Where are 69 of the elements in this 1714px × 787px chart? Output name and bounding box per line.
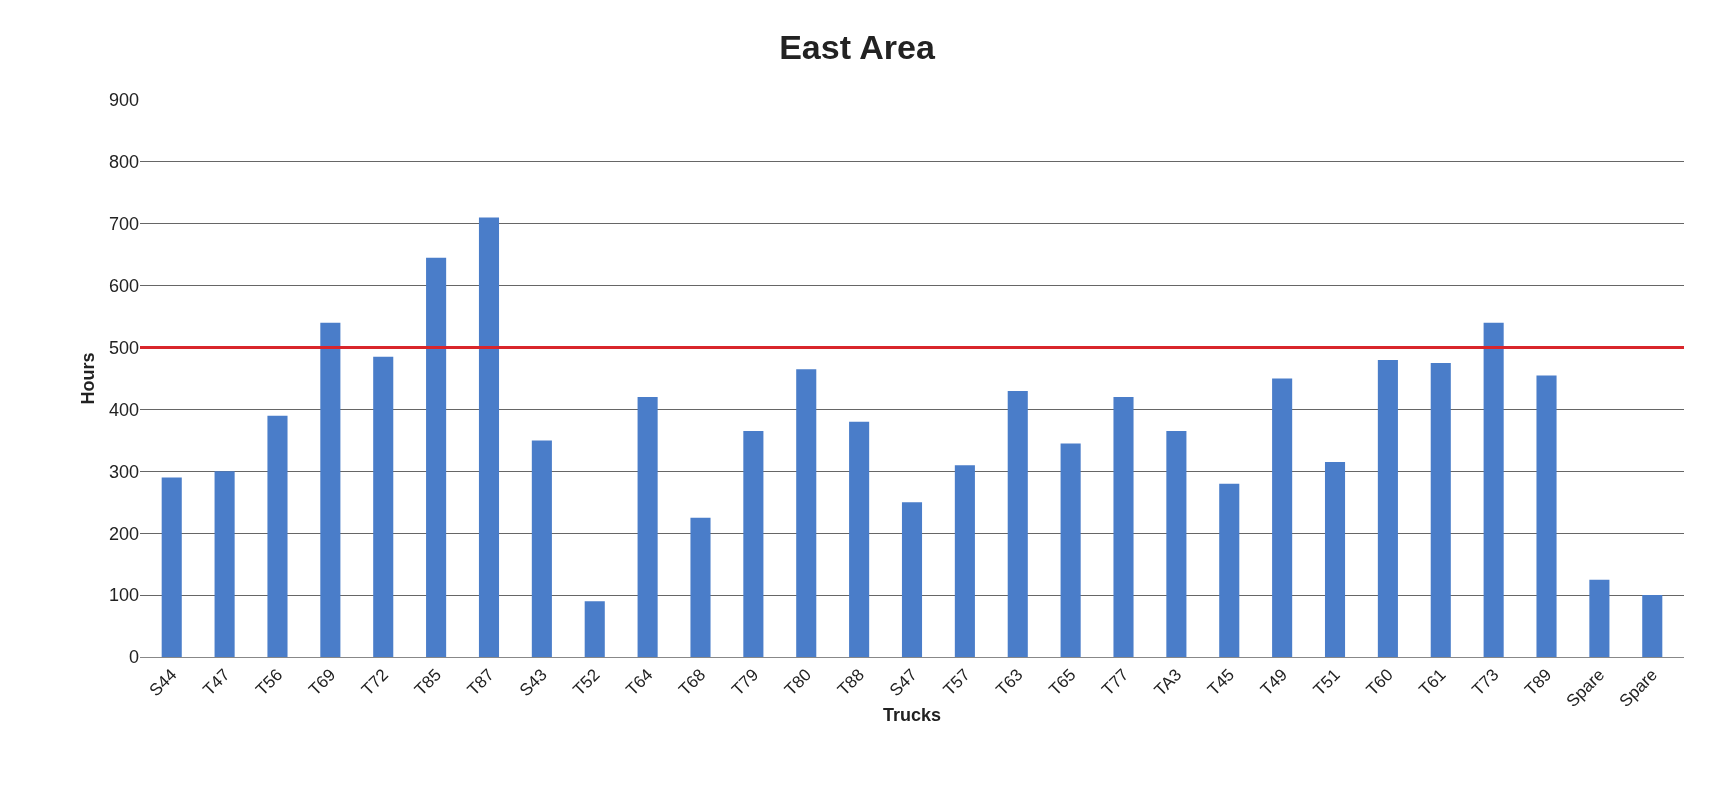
bar <box>320 322 341 657</box>
x-tick-label: T57 <box>939 665 974 700</box>
x-tick-label: T45 <box>1203 665 1239 700</box>
y-tick-label: 300 <box>108 461 139 482</box>
bar <box>1430 363 1451 657</box>
bar <box>743 431 764 657</box>
x-tick-label: T77 <box>1098 665 1133 700</box>
bar <box>161 477 182 657</box>
bar <box>1219 483 1240 657</box>
y-tick-label: 100 <box>108 585 139 606</box>
x-tick-label: T56 <box>252 665 287 700</box>
x-tick-label: T89 <box>1521 665 1556 700</box>
x-tick-label: T88 <box>833 665 868 700</box>
bar <box>1166 431 1187 657</box>
bar <box>478 217 500 657</box>
y-tick-label: 800 <box>108 152 139 173</box>
bar <box>849 421 870 657</box>
y-tick-label: 600 <box>108 275 139 296</box>
bar <box>531 440 552 657</box>
x-tick-label: S44 <box>145 665 181 701</box>
bar <box>901 502 923 657</box>
bar <box>1642 595 1663 657</box>
bar <box>690 517 711 657</box>
bar <box>1377 359 1398 657</box>
y-axis-title: Hours <box>78 352 98 405</box>
bar <box>426 257 447 657</box>
x-tick-label: T65 <box>1045 665 1080 700</box>
x-tick-label: T72 <box>357 665 393 700</box>
y-tick-label: 0 <box>128 647 139 668</box>
bar <box>1536 375 1557 657</box>
x-axis-title: Trucks <box>882 705 942 725</box>
y-tick-label: 900 <box>108 90 139 111</box>
bar <box>214 471 235 657</box>
x-tick-label: T52 <box>569 665 604 700</box>
x-tick-label: T63 <box>992 665 1027 700</box>
x-tick-label: T85 <box>410 665 445 700</box>
bar <box>1483 322 1504 657</box>
x-tick-label: S43 <box>515 665 551 701</box>
y-tick-label: 700 <box>108 214 139 235</box>
bar <box>267 415 288 657</box>
x-tick-label: T60 <box>1362 665 1397 700</box>
x-tick-label: T64 <box>622 665 657 700</box>
y-tick-label: 400 <box>108 399 139 420</box>
x-tick-label: T79 <box>728 665 763 700</box>
bar <box>584 601 605 657</box>
x-tick-label: TA3 <box>1150 665 1186 700</box>
chart-title: East Area <box>779 28 936 67</box>
x-tick-label: T80 <box>780 665 816 700</box>
bar <box>373 356 394 657</box>
bar <box>1113 397 1134 657</box>
bar <box>1272 378 1293 657</box>
x-tick-label: S47 <box>886 665 921 701</box>
x-tick-label: T61 <box>1415 665 1450 700</box>
bar <box>1589 579 1610 657</box>
bar <box>796 369 817 657</box>
x-tick-label: T87 <box>463 665 498 700</box>
bar <box>1007 390 1028 657</box>
x-tick-label: T49 <box>1256 665 1291 700</box>
bar <box>637 397 658 657</box>
x-tick-label: T47 <box>199 665 234 700</box>
x-tick-label: T68 <box>675 665 710 700</box>
x-tick-label: T69 <box>305 665 340 700</box>
x-tick-label: T51 <box>1309 665 1344 700</box>
y-tick-label: 500 <box>108 337 139 358</box>
bar <box>1060 443 1081 657</box>
bar <box>1324 462 1346 657</box>
bar <box>954 465 975 657</box>
x-tick-label: T73 <box>1468 665 1503 700</box>
y-tick-label: 200 <box>108 523 139 544</box>
